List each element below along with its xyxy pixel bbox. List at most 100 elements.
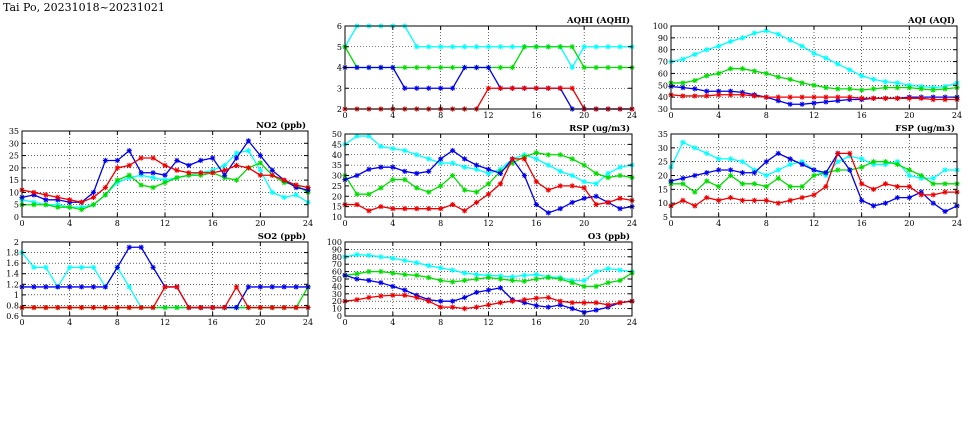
rsp-point-green xyxy=(617,172,623,179)
fsp-point-cyan xyxy=(847,153,853,159)
o3-point-red xyxy=(485,302,492,308)
aqi-point-green xyxy=(727,66,734,72)
rsp-point-red xyxy=(366,208,372,214)
o3-point-blue xyxy=(354,276,360,282)
no2-xtick-label: 16 xyxy=(208,219,218,228)
no2-point-red xyxy=(55,194,61,200)
aqi-point-red xyxy=(799,94,805,100)
o3-ytick-label: 50 xyxy=(332,275,342,284)
aqhi-ytick-label: 6 xyxy=(337,22,342,31)
o3-point-blue xyxy=(450,298,456,304)
so2-point-blue xyxy=(150,264,156,270)
fsp-point-green xyxy=(930,181,936,187)
no2-point-green xyxy=(55,204,61,210)
fsp-point-green xyxy=(727,172,734,179)
rsp-ytick-label: 10 xyxy=(332,213,342,222)
no2-ytick-label: 0 xyxy=(14,213,19,222)
aqhi-point-green xyxy=(414,64,420,71)
aqhi-chart: 0 4 8 12 16 20 24 2 3 4 5 6 AQHI (AQHI) xyxy=(337,15,637,120)
fsp-point-green xyxy=(870,159,877,165)
so2-point-red xyxy=(31,304,37,311)
o3-ytick-label: 100 xyxy=(327,238,342,247)
fsp-ytick-label: 15 xyxy=(658,185,668,194)
fsp-point-green xyxy=(680,181,686,187)
o3-point-cyan xyxy=(354,251,360,258)
no2-point-green xyxy=(43,202,49,208)
aqhi-point-cyan xyxy=(473,44,480,50)
no2-xtick-label: 24 xyxy=(303,219,313,228)
aqi-point-green xyxy=(894,85,901,91)
no2-point-red xyxy=(31,189,37,196)
aqhi-point-cyan xyxy=(509,44,516,50)
o3-point-green xyxy=(354,271,360,277)
o3-point-green xyxy=(402,271,408,278)
no2-point-cyan xyxy=(233,150,240,156)
so2-point-red xyxy=(174,284,180,290)
o3-point-cyan xyxy=(533,271,539,278)
rsp-point-green xyxy=(485,181,492,187)
rsp-point-red xyxy=(581,185,587,191)
rsp-point-green xyxy=(354,191,360,197)
aqi-point-cyan xyxy=(763,28,769,34)
rsp-point-green xyxy=(426,189,432,195)
o3-point-green xyxy=(378,269,384,275)
fsp-point-green xyxy=(942,181,948,187)
so2-point-cyan xyxy=(126,284,132,290)
o3-point-green xyxy=(390,270,396,276)
so2-point-red xyxy=(257,304,263,311)
no2-point-red xyxy=(293,182,299,188)
no2-point-red xyxy=(281,177,287,183)
o3-point-cyan xyxy=(497,273,504,279)
so2-point-red xyxy=(221,304,228,311)
no2-point-blue xyxy=(126,148,132,154)
aqhi-xtick-label: 16 xyxy=(531,111,541,120)
so2-point-red xyxy=(78,304,85,311)
so2-point-red xyxy=(198,304,204,311)
o3-point-cyan xyxy=(593,269,599,275)
aqi-point-blue xyxy=(835,98,841,104)
aqhi-point-red xyxy=(545,85,551,91)
so2-point-blue xyxy=(269,284,275,290)
no2-point-green xyxy=(138,182,144,188)
o3-title: O3 (ppb) xyxy=(588,231,630,242)
o3-point-green xyxy=(557,276,563,282)
no2-point-blue xyxy=(174,157,180,164)
fsp-point-blue xyxy=(894,195,901,201)
no2-point-red xyxy=(138,155,144,161)
o3-point-red xyxy=(354,297,360,303)
no2-point-cyan xyxy=(293,192,299,198)
no2-point-cyan xyxy=(281,194,287,200)
fsp-xtick-label: 24 xyxy=(952,219,962,228)
o3-point-blue xyxy=(557,302,563,308)
so2-title: SO2 (ppb) xyxy=(258,231,306,242)
so2-point-cyan xyxy=(67,264,73,270)
aqi-xtick-label: 12 xyxy=(809,111,819,120)
so2-xtick-label: 0 xyxy=(19,318,24,327)
no2-point-green xyxy=(67,204,73,210)
aqi-point-blue xyxy=(775,98,781,104)
so2-ytick-label: 1.6 xyxy=(6,259,19,268)
rsp-point-red xyxy=(521,156,527,162)
o3-point-red xyxy=(450,304,456,310)
rsp-point-cyan xyxy=(485,170,492,177)
o3-point-green xyxy=(414,272,420,278)
no2-point-red xyxy=(126,162,132,168)
o3-point-blue xyxy=(390,283,396,289)
so2-point-red xyxy=(102,304,109,311)
o3-point-cyan xyxy=(509,274,516,280)
fsp-point-green xyxy=(739,181,746,187)
fsp-point-cyan xyxy=(704,150,710,156)
rsp-point-green xyxy=(557,152,563,158)
rsp-point-cyan xyxy=(545,162,551,168)
rsp-point-red xyxy=(354,201,360,208)
o3-point-red xyxy=(533,295,539,301)
fsp-point-red xyxy=(751,197,758,203)
so2-point-cyan xyxy=(78,264,85,270)
fsp-ytick-label: 5 xyxy=(663,213,668,222)
fsp-point-red xyxy=(906,183,912,190)
aqi-ytick-label: 50 xyxy=(658,81,668,90)
rsp-ytick-label: 50 xyxy=(332,130,342,139)
so2-point-red xyxy=(162,284,168,290)
rsp-point-blue xyxy=(569,199,575,206)
so2-xtick-label: 16 xyxy=(208,318,218,327)
